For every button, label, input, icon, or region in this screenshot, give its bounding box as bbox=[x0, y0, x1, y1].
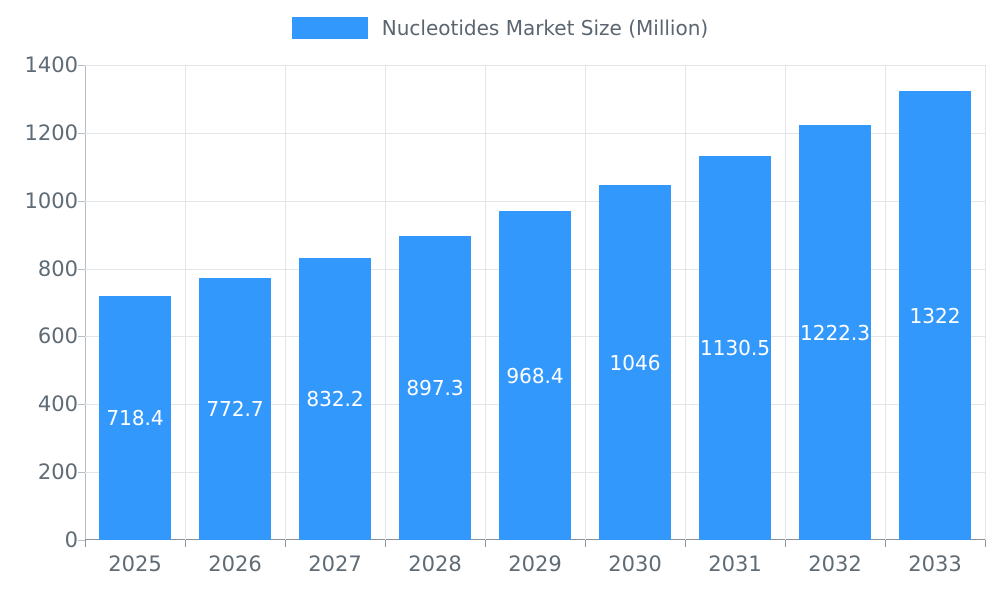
y-tick-label: 200 bbox=[37, 460, 78, 485]
y-tick-label: 1000 bbox=[24, 188, 78, 213]
y-tick-label: 0 bbox=[64, 528, 78, 552]
legend-label: Nucleotides Market Size (Million) bbox=[381, 16, 709, 40]
x-tick-mark bbox=[885, 540, 886, 547]
h-gridline bbox=[85, 65, 985, 66]
y-tick-mark bbox=[78, 540, 85, 541]
x-tick-mark bbox=[185, 540, 186, 547]
y-tick-mark bbox=[78, 472, 85, 474]
bar-value-label: 968.4 bbox=[506, 363, 564, 388]
bar-value-label: 772.7 bbox=[206, 396, 264, 421]
y-tick-mark bbox=[78, 336, 85, 338]
bar-2027[interactable]: 832.2 bbox=[299, 257, 371, 540]
bar-value-label: 1322 bbox=[909, 303, 961, 328]
x-tick-mark bbox=[685, 540, 686, 547]
x-tick-label: 2032 bbox=[808, 552, 862, 576]
v-gridline bbox=[385, 65, 386, 540]
v-gridline bbox=[185, 65, 186, 540]
v-gridline bbox=[785, 65, 786, 540]
x-tick-mark bbox=[585, 540, 586, 547]
plot-area: 718.4 772.7 832.2 897.3 968.4 1046 1130.5 1222.… bbox=[78, 65, 986, 547]
v-gridline bbox=[485, 65, 486, 540]
x-tick-mark bbox=[85, 540, 86, 547]
legend-swatch-icon bbox=[291, 17, 368, 39]
y-tick-label: 1200 bbox=[24, 120, 78, 145]
x-tick-label: 2025 bbox=[108, 552, 162, 576]
bar-value-label: 718.4 bbox=[106, 406, 164, 431]
y-tick-mark bbox=[78, 132, 85, 134]
bar-2025[interactable]: 718.4 bbox=[99, 296, 171, 540]
chart-legend[interactable]: Nucleotides Market Size (Million) bbox=[0, 16, 1000, 40]
bar-value-label: 1046 bbox=[609, 350, 661, 375]
h-gridline bbox=[85, 132, 985, 134]
y-tick-mark bbox=[78, 200, 85, 202]
bar-2031[interactable]: 1130.5 bbox=[699, 156, 771, 540]
x-tick-label: 2033 bbox=[908, 552, 962, 576]
bar-value-label: 1222.3 bbox=[800, 320, 870, 345]
x-tick-label: 2026 bbox=[208, 552, 262, 576]
y-tick-mark bbox=[78, 268, 85, 270]
v-gridline bbox=[885, 65, 886, 540]
x-tick-label: 2029 bbox=[508, 552, 562, 576]
y-tick-label: 800 bbox=[37, 256, 78, 281]
y-tick-label: 1400 bbox=[24, 53, 78, 77]
v-gridline bbox=[285, 65, 286, 540]
bar-value-label: 1130.5 bbox=[700, 336, 770, 361]
v-gridline bbox=[985, 65, 986, 540]
y-tick-mark bbox=[78, 404, 85, 406]
v-gridline bbox=[585, 65, 586, 540]
bar-2033[interactable]: 1322 bbox=[899, 91, 971, 540]
x-tick-label: 2028 bbox=[408, 552, 462, 576]
x-tick-label: 2031 bbox=[708, 552, 762, 576]
x-tick-label: 2027 bbox=[308, 552, 362, 576]
bar-value-label: 897.3 bbox=[406, 375, 464, 400]
x-tick-mark bbox=[485, 540, 486, 547]
bar-2028[interactable]: 897.3 bbox=[399, 235, 471, 540]
bar-2032[interactable]: 1222.3 bbox=[799, 125, 871, 540]
x-tick-label: 2030 bbox=[608, 552, 662, 576]
h-gridline bbox=[85, 200, 985, 202]
y-tick-label: 400 bbox=[37, 392, 78, 417]
bar-2029[interactable]: 968.4 bbox=[499, 211, 571, 540]
x-tick-mark bbox=[385, 540, 386, 547]
x-tick-mark bbox=[785, 540, 786, 547]
v-gridline bbox=[685, 65, 686, 540]
y-axis-line bbox=[85, 65, 86, 540]
bar-2026[interactable]: 772.7 bbox=[199, 277, 271, 540]
bar-2030[interactable]: 1046 bbox=[599, 185, 671, 540]
bar-value-label: 832.2 bbox=[306, 386, 364, 411]
y-tick-mark bbox=[78, 65, 85, 66]
x-tick-mark bbox=[985, 540, 986, 547]
y-tick-label: 600 bbox=[37, 324, 78, 349]
x-tick-mark bbox=[285, 540, 286, 547]
